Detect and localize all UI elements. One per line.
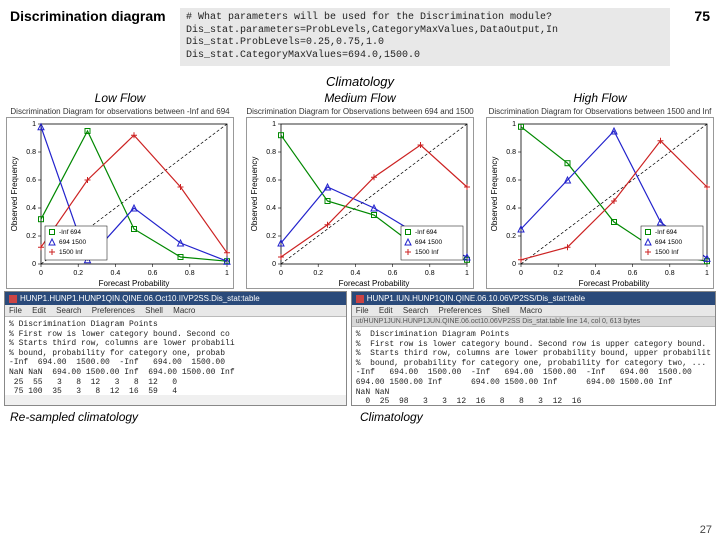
svg-text:0: 0 <box>279 270 283 277</box>
svg-text:0.6: 0.6 <box>506 177 516 184</box>
svg-text:0.4: 0.4 <box>591 270 601 277</box>
svg-text:0.2: 0.2 <box>553 270 563 277</box>
svg-text:Forecast Probability: Forecast Probability <box>339 279 410 288</box>
svg-text:Forecast Probability: Forecast Probability <box>579 279 650 288</box>
editors-row: HUNP1.HUNP1.HUNP1QIN.QINE.06.Oct10.IIVP2… <box>0 289 720 406</box>
svg-text:0.4: 0.4 <box>26 205 36 212</box>
svg-text:0.2: 0.2 <box>313 270 323 277</box>
svg-text:0.2: 0.2 <box>506 233 516 240</box>
app-icon <box>356 295 364 303</box>
chart-label: Medium Flow <box>324 91 395 105</box>
editor-title: HUNP1.HUNP1.HUNP1QIN.QINE.06.Oct10.IIVP2… <box>20 294 260 303</box>
section-title: Climatology <box>0 74 720 89</box>
menu-file[interactable]: File <box>9 306 22 315</box>
svg-text:694 1500: 694 1500 <box>415 239 442 246</box>
svg-text:0.6: 0.6 <box>388 270 398 277</box>
menu-macro[interactable]: Macro <box>520 306 542 315</box>
chart-canvas: 0 0.2 0.4 0.6 0.8 1 0 0.2 0.4 0.6 0.8 1 Forecast Pro… <box>6 117 234 289</box>
svg-text:Observed Frequency: Observed Frequency <box>250 157 259 232</box>
svg-text:0.8: 0.8 <box>185 270 195 277</box>
chart-canvas: 0 0.2 0.4 0.6 0.8 1 0 0.2 0.4 0.6 0.8 1 Forecast Pro… <box>246 117 474 289</box>
editor-status: ut/HUNP1JUN.HUNP1JUN.QINE.06.oct10.06VP2… <box>352 317 715 327</box>
footer-left: Re-sampled climatology <box>10 410 360 424</box>
chart-canvas: 0 0.2 0.4 0.6 0.8 1 0 0.2 0.4 0.6 0.8 1 Forecast Pro… <box>486 117 714 289</box>
editor-title: HUNP1.IUN.HUNP1QIN.QINE.06.10.06VP2SS/Di… <box>367 294 585 303</box>
header: Discrimination diagram # What parameters… <box>0 0 720 70</box>
svg-text:1500 Inf: 1500 Inf <box>655 249 679 256</box>
svg-text:0: 0 <box>32 261 36 268</box>
svg-text:-Inf 694: -Inf 694 <box>415 229 437 236</box>
svg-text:0.6: 0.6 <box>266 177 276 184</box>
svg-text:Forecast Probability: Forecast Probability <box>99 279 170 288</box>
svg-text:0.8: 0.8 <box>266 149 276 156</box>
slide-number: 27 <box>700 524 712 536</box>
svg-text:0.4: 0.4 <box>506 205 516 212</box>
svg-text:0.6: 0.6 <box>26 177 36 184</box>
svg-text:0: 0 <box>519 270 523 277</box>
chart-medium-flow: Medium Flow Discrimination Diagram for O… <box>244 91 476 289</box>
svg-text:0.4: 0.4 <box>111 270 121 277</box>
charts-row: Low Flow Discrimination Diagram for obse… <box>0 91 720 289</box>
svg-text:Observed Frequency: Observed Frequency <box>10 157 19 232</box>
svg-text:694 1500: 694 1500 <box>655 239 682 246</box>
chart-caption: Discrimination Diagram for observations … <box>10 107 229 116</box>
page-title: Discrimination diagram <box>10 8 180 24</box>
code-block: # What parameters will be used for the D… <box>180 8 670 66</box>
svg-text:0.4: 0.4 <box>266 205 276 212</box>
menu-search[interactable]: Search <box>403 306 428 315</box>
svg-text:1: 1 <box>225 270 229 277</box>
svg-text:0.6: 0.6 <box>148 270 158 277</box>
menu-file[interactable]: File <box>356 306 369 315</box>
chart-label: Low Flow <box>95 91 146 105</box>
editor-body[interactable]: % Discrimination Diagram Points % First … <box>5 317 346 395</box>
menu-macro[interactable]: Macro <box>173 306 195 315</box>
svg-text:0.4: 0.4 <box>351 270 361 277</box>
svg-text:-Inf 694: -Inf 694 <box>655 229 677 236</box>
editor-menubar: File Edit Search Preferences Shell Macro <box>352 305 715 317</box>
app-icon <box>9 295 17 303</box>
svg-text:0.8: 0.8 <box>665 270 675 277</box>
menu-edit[interactable]: Edit <box>379 306 393 315</box>
footer-labels: Re-sampled climatology Climatology <box>0 406 720 424</box>
editor-titlebar: HUNP1.HUNP1.HUNP1QIN.QINE.06.Oct10.IIVP2… <box>5 292 346 305</box>
chart-caption: Discrimination Diagram for Observations … <box>246 107 473 116</box>
chart-caption: Discrimination Diagram for Observations … <box>489 107 712 116</box>
editor-left: HUNP1.HUNP1.HUNP1QIN.QINE.06.Oct10.IIVP2… <box>4 291 347 406</box>
svg-text:0.2: 0.2 <box>26 233 36 240</box>
svg-text:1: 1 <box>465 270 469 277</box>
svg-text:0.8: 0.8 <box>425 270 435 277</box>
menu-prefs[interactable]: Preferences <box>92 306 135 315</box>
svg-text:0: 0 <box>512 261 516 268</box>
menu-prefs[interactable]: Preferences <box>438 306 481 315</box>
editor-menubar: File Edit Search Preferences Shell Macro <box>5 305 346 317</box>
chart-label: High Flow <box>573 91 626 105</box>
svg-text:Observed Frequency: Observed Frequency <box>490 157 499 232</box>
menu-shell[interactable]: Shell <box>145 306 163 315</box>
page-number-top: 75 <box>670 8 710 24</box>
svg-text:1: 1 <box>705 270 709 277</box>
chart-high-flow: High Flow Discrimination Diagram for Obs… <box>484 91 716 289</box>
svg-text:-Inf 694: -Inf 694 <box>59 229 81 236</box>
svg-text:0.2: 0.2 <box>266 233 276 240</box>
svg-text:0: 0 <box>39 270 43 277</box>
editor-right: HUNP1.IUN.HUNP1QIN.QINE.06.10.06VP2SS/Di… <box>351 291 716 406</box>
menu-edit[interactable]: Edit <box>32 306 46 315</box>
svg-text:1500 Inf: 1500 Inf <box>59 249 83 256</box>
menu-search[interactable]: Search <box>56 306 81 315</box>
svg-text:1: 1 <box>512 121 516 128</box>
chart-low-flow: Low Flow Discrimination Diagram for obse… <box>4 91 236 289</box>
svg-text:0.2: 0.2 <box>73 270 83 277</box>
svg-text:0.6: 0.6 <box>628 270 638 277</box>
svg-text:0.8: 0.8 <box>506 149 516 156</box>
svg-text:1: 1 <box>32 121 36 128</box>
svg-text:0: 0 <box>272 261 276 268</box>
editor-titlebar: HUNP1.IUN.HUNP1QIN.QINE.06.10.06VP2SS/Di… <box>352 292 715 305</box>
svg-text:694 1500: 694 1500 <box>59 239 86 246</box>
svg-text:1500 Inf: 1500 Inf <box>415 249 439 256</box>
svg-text:1: 1 <box>272 121 276 128</box>
editor-body[interactable]: % Discrimination Diagram Points % First … <box>352 327 715 405</box>
menu-shell[interactable]: Shell <box>492 306 510 315</box>
footer-right: Climatology <box>360 410 423 424</box>
svg-text:0.8: 0.8 <box>26 149 36 156</box>
